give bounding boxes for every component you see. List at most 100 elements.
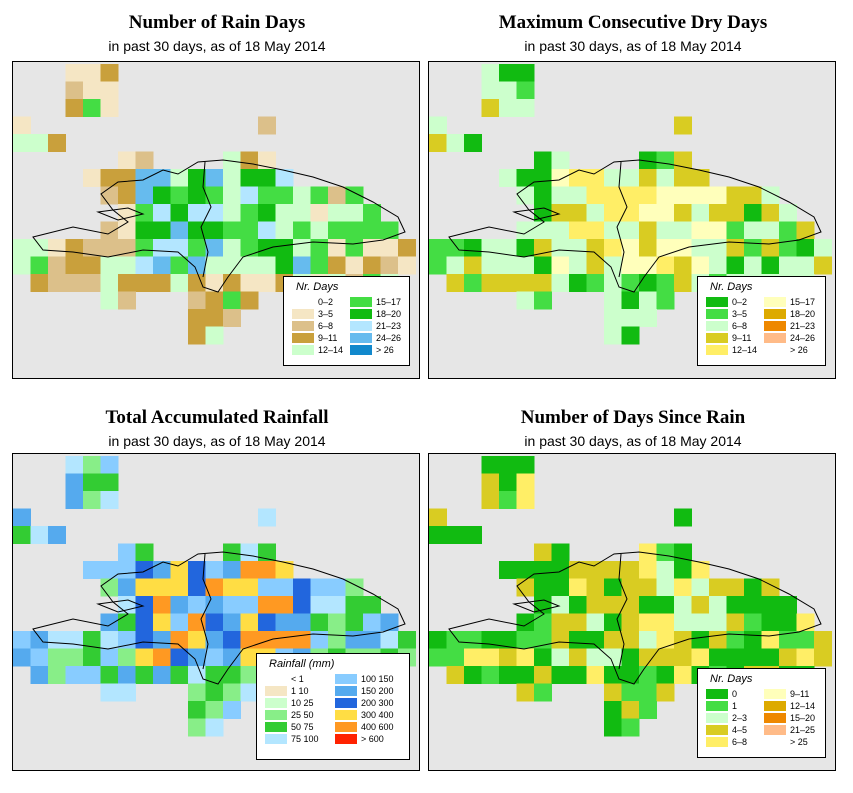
grid-cell bbox=[796, 613, 815, 632]
grid-cell bbox=[170, 666, 189, 684]
grid-cell bbox=[639, 648, 657, 667]
grid-cell bbox=[709, 204, 727, 222]
grid-cell bbox=[118, 561, 136, 579]
grid-cell bbox=[569, 256, 587, 275]
map-grid bbox=[13, 64, 416, 345]
legend-swatch bbox=[292, 309, 314, 319]
grid-cell bbox=[516, 186, 535, 205]
grid-cell bbox=[118, 683, 136, 702]
grid-cell bbox=[761, 596, 780, 614]
grid-cell bbox=[569, 648, 587, 667]
grid-cell bbox=[240, 186, 259, 205]
grid-cell bbox=[586, 561, 605, 579]
grid-cell bbox=[83, 473, 101, 492]
grid-cell bbox=[709, 578, 727, 597]
grid-cell bbox=[534, 186, 552, 205]
legend-label: 15–20 bbox=[790, 713, 816, 723]
legend-item: > 600 bbox=[335, 734, 384, 745]
grid-cell bbox=[534, 169, 552, 187]
grid-cell bbox=[586, 596, 605, 614]
grid-cell bbox=[674, 116, 692, 135]
grid-cell bbox=[446, 648, 465, 667]
grid-cell bbox=[569, 578, 587, 597]
grid-cell bbox=[310, 204, 329, 222]
grid-cell bbox=[100, 221, 119, 240]
grid-cell bbox=[516, 491, 535, 509]
legend-swatch bbox=[335, 722, 357, 732]
grid-cell bbox=[100, 81, 119, 100]
legend-swatch bbox=[292, 333, 314, 343]
grid-cell bbox=[30, 666, 49, 684]
grid-cell bbox=[135, 186, 154, 205]
grid-cell bbox=[135, 561, 154, 579]
grid-cell bbox=[674, 186, 692, 205]
legend-item: 400 600 bbox=[335, 722, 394, 733]
grid-cell bbox=[30, 256, 49, 275]
grid-cell bbox=[293, 596, 311, 614]
grid-cell bbox=[604, 309, 622, 327]
grid-cell bbox=[153, 256, 171, 275]
grid-cell bbox=[499, 648, 517, 667]
grid-cell bbox=[551, 578, 570, 597]
legend-swatch bbox=[764, 689, 786, 699]
grid-cell bbox=[499, 561, 517, 579]
grid-cell bbox=[779, 613, 797, 632]
grid-cell bbox=[13, 239, 31, 257]
grid-cell bbox=[153, 613, 171, 632]
grid-cell bbox=[709, 186, 727, 205]
grid-cell bbox=[656, 683, 675, 702]
legend-swatch bbox=[764, 309, 786, 319]
legend-swatch bbox=[350, 309, 372, 319]
grid-cell bbox=[481, 64, 500, 82]
grid-cell bbox=[464, 526, 482, 544]
grid-cell bbox=[639, 186, 657, 205]
grid-cell bbox=[275, 256, 294, 275]
legend-swatch bbox=[350, 345, 372, 355]
grid-cell bbox=[188, 648, 206, 667]
legend: Rainfall (mm) < 1 1 10 10 25 25 50 50 75 75 1… bbox=[256, 653, 410, 760]
grid-cell bbox=[118, 543, 136, 562]
grid-cell bbox=[516, 169, 535, 187]
grid-cell bbox=[779, 221, 797, 240]
grid-cell bbox=[275, 204, 294, 222]
grid-cell bbox=[621, 666, 640, 684]
grid-cell bbox=[814, 648, 832, 667]
legend-swatch bbox=[764, 737, 786, 747]
grid-cell bbox=[240, 561, 259, 579]
grid-cell bbox=[446, 274, 465, 292]
grid-cell bbox=[744, 221, 762, 240]
grid-cell bbox=[135, 274, 154, 292]
grid-cell bbox=[188, 718, 206, 737]
grid-cell bbox=[13, 508, 31, 527]
grid-cell bbox=[761, 239, 780, 257]
legend-item: 15–17 bbox=[350, 297, 401, 308]
grid-cell bbox=[153, 561, 171, 579]
grid-cell bbox=[135, 648, 154, 667]
grid-cell bbox=[639, 274, 657, 292]
legend-label: > 25 bbox=[790, 737, 808, 747]
grid-cell bbox=[569, 666, 587, 684]
grid-cell bbox=[691, 578, 710, 597]
grid-cell bbox=[13, 134, 31, 152]
grid-cell bbox=[674, 596, 692, 614]
grid-cell bbox=[516, 99, 535, 117]
grid-cell bbox=[205, 561, 224, 579]
grid-cell bbox=[188, 204, 206, 222]
legend-label: 12–14 bbox=[790, 701, 816, 711]
grid-cell bbox=[516, 578, 535, 597]
grid-cell bbox=[83, 456, 101, 474]
panel-title: Total Accumulated Rainfall bbox=[105, 407, 329, 428]
grid-cell bbox=[240, 239, 259, 257]
grid-cell bbox=[604, 256, 622, 275]
grid-cell bbox=[569, 596, 587, 614]
grid-cell bbox=[100, 473, 119, 492]
grid-cell bbox=[639, 561, 657, 579]
grid-cell bbox=[481, 491, 500, 509]
grid-cell bbox=[258, 631, 276, 649]
grid-cell bbox=[153, 239, 171, 257]
grid-cell bbox=[621, 631, 640, 649]
legend-item: 24–26 bbox=[764, 333, 815, 344]
legend-item: 3–5 bbox=[706, 309, 747, 320]
grid-cell bbox=[100, 239, 119, 257]
grid-cell bbox=[551, 239, 570, 257]
